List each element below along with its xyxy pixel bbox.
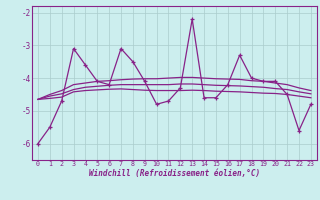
X-axis label: Windchill (Refroidissement éolien,°C): Windchill (Refroidissement éolien,°C) (89, 169, 260, 178)
